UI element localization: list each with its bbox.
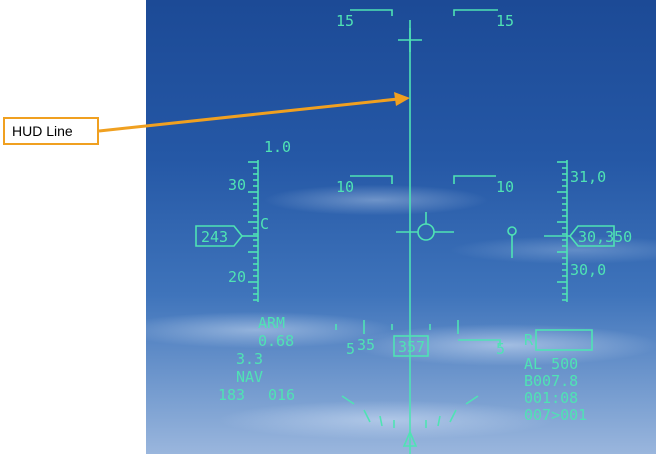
heading-label-left: 35 [357, 336, 375, 354]
callout-arrow-head [394, 92, 410, 106]
heading-label-left-small: 5 [346, 340, 355, 358]
heading-readout: 357 [398, 338, 425, 356]
bank-tick [379, 415, 383, 427]
altitude-label-310: 31,0 [570, 168, 606, 186]
time-to-go: 001:08 [524, 389, 578, 407]
airspeed-label-30: 30 [228, 176, 246, 194]
pitch-bar-left-10 [350, 175, 393, 184]
altitude-box [568, 225, 615, 247]
pitch-bar-right-15 [453, 9, 498, 16]
pitch-ladder-10: 10 10 [336, 175, 514, 196]
pitch-label-right-15: 15 [496, 12, 514, 30]
heading-label-right: 5 [496, 340, 505, 358]
pitch-label-left-10: 10 [336, 178, 354, 196]
alt-low-readout: AL 500 [524, 355, 578, 373]
heading-bracket-right [458, 339, 501, 346]
hud-view: 15 15 10 10 [146, 0, 656, 454]
pitch-label-right-10: 10 [496, 178, 514, 196]
airspeed-marker: C [260, 215, 269, 233]
flight-path-marker [507, 226, 517, 258]
heading-box [393, 335, 429, 357]
g-readout: 1.0 [264, 138, 291, 156]
altitude-label-300: 30,0 [570, 261, 606, 279]
airspeed-readout: 243 [201, 228, 228, 246]
altitude-scale: 31,0 30,0 30,350 [544, 160, 632, 302]
g-load-readout: 3.3 [236, 350, 263, 368]
lower-left-data: ARM 0.68 3.3 NAV 183 016 [218, 314, 295, 404]
airspeed-ticks [248, 161, 258, 301]
bank-tick [465, 395, 479, 405]
altitude-readout: 30,350 [578, 228, 632, 246]
waypoint-distance: B007.8 [524, 372, 578, 390]
airspeed-box [195, 225, 244, 247]
radar-indicator: R [524, 331, 534, 349]
hud-symbology: 15 15 10 10 [195, 9, 632, 454]
heading-tape: 5 35 357 5 [335, 320, 505, 358]
mach-readout: 0.68 [258, 332, 294, 350]
pitch-label-left-15: 15 [336, 12, 354, 30]
pitch-bar-left-15 [350, 9, 393, 16]
bearing-readout: 183 [218, 386, 245, 404]
velocity-vector [396, 212, 454, 241]
bank-scale [341, 395, 479, 447]
airspeed-scale: 1.0 30 20 C 243 [195, 138, 291, 302]
callout-arrow-line [98, 97, 399, 133]
bank-tick [449, 409, 457, 423]
pitch-bar-right-10 [453, 175, 496, 184]
airspeed-label-20: 20 [228, 268, 246, 286]
altitude-ticks [557, 161, 567, 301]
bank-tick [363, 409, 371, 423]
pitch-ladder-15: 15 15 [336, 9, 514, 30]
nav-mode: NAV [236, 368, 263, 386]
radar-box [535, 329, 593, 351]
steerpoint-readout: 007>001 [524, 406, 587, 424]
weapon-mode: ARM [258, 314, 285, 332]
bank-pointer [402, 429, 418, 447]
callout-label: HUD Line [12, 123, 73, 139]
callout-label-box: HUD Line [3, 117, 99, 145]
range-readout: 016 [268, 386, 295, 404]
bank-tick [341, 395, 355, 405]
lower-right-data: R AL 500 B007.8 001:08 007>001 [524, 329, 593, 424]
bank-tick [437, 415, 441, 427]
